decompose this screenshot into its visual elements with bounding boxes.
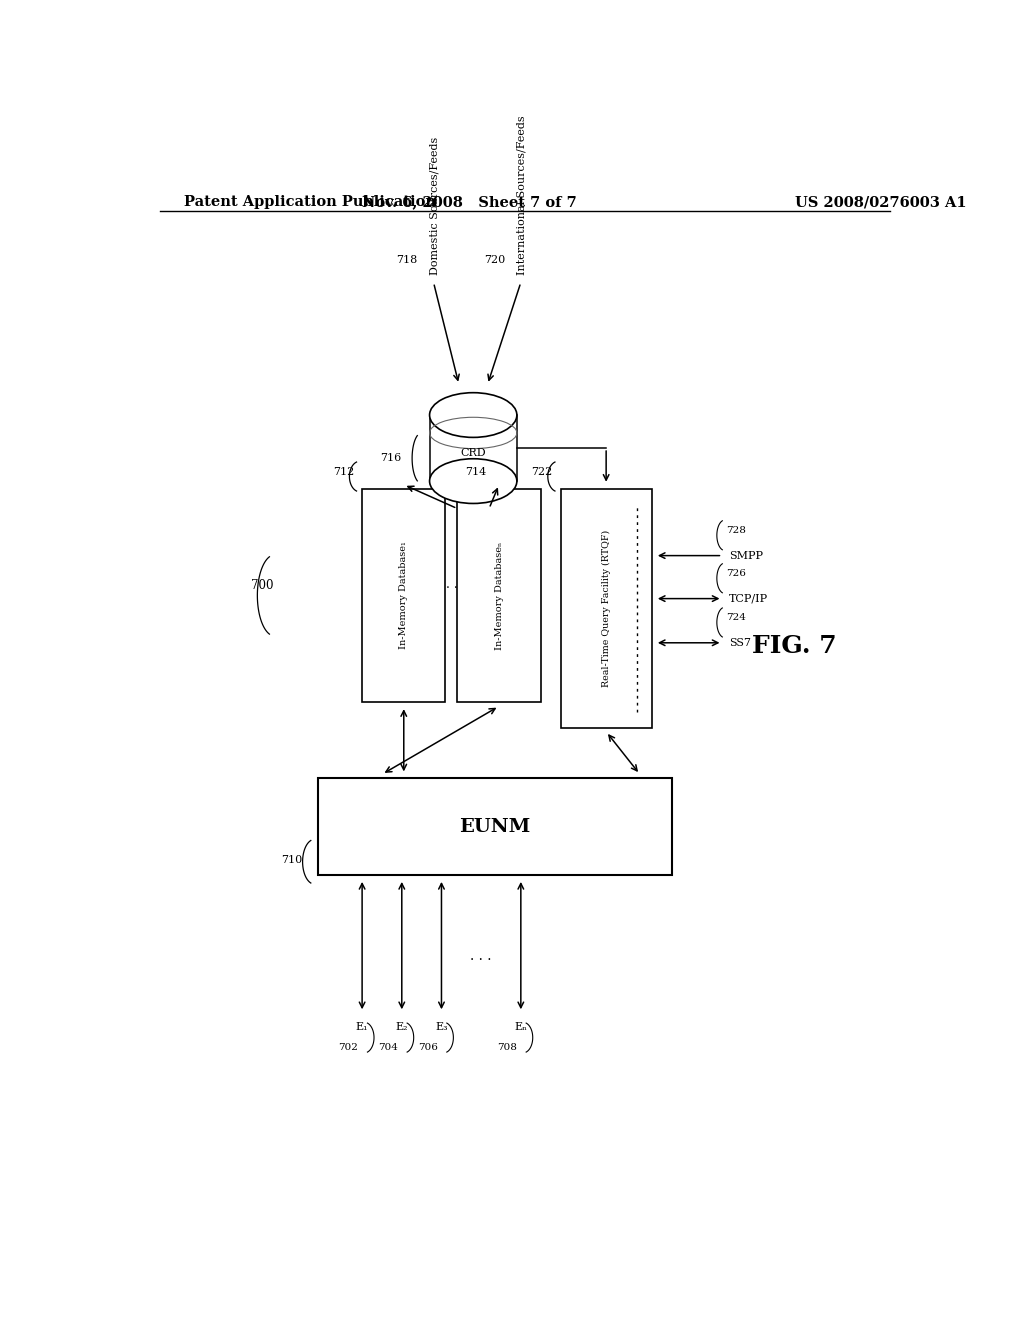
- Text: 710: 710: [282, 855, 303, 865]
- Text: TCP/IP: TCP/IP: [729, 594, 768, 603]
- Ellipse shape: [430, 459, 517, 503]
- FancyBboxPatch shape: [560, 488, 652, 727]
- Text: Patent Application Publication: Patent Application Publication: [183, 195, 435, 209]
- Text: E₂: E₂: [395, 1022, 408, 1032]
- Text: 728: 728: [726, 527, 746, 536]
- Text: 716: 716: [381, 453, 401, 463]
- Text: 706: 706: [418, 1043, 437, 1052]
- Text: International Sources/Feeds: International Sources/Feeds: [517, 116, 527, 276]
- Text: In-Memory Database₁: In-Memory Database₁: [399, 541, 409, 649]
- Text: SS7: SS7: [729, 638, 751, 648]
- Text: US 2008/0276003 A1: US 2008/0276003 A1: [795, 195, 967, 209]
- Text: Nov. 6, 2008   Sheet 7 of 7: Nov. 6, 2008 Sheet 7 of 7: [361, 195, 577, 209]
- Ellipse shape: [430, 392, 517, 437]
- Text: Domestic Sources/Feeds: Domestic Sources/Feeds: [430, 137, 439, 276]
- Text: 708: 708: [497, 1043, 517, 1052]
- Text: 700: 700: [251, 578, 273, 591]
- Text: 722: 722: [531, 466, 553, 477]
- Text: 720: 720: [483, 255, 505, 265]
- Text: E₁: E₁: [356, 1022, 369, 1032]
- Text: 724: 724: [726, 614, 746, 623]
- Text: 704: 704: [378, 1043, 397, 1052]
- FancyBboxPatch shape: [458, 488, 541, 702]
- Text: . .: . .: [445, 578, 458, 591]
- Text: 702: 702: [338, 1043, 358, 1052]
- Text: In-Memory Databaseₙ: In-Memory Databaseₙ: [495, 541, 504, 649]
- Text: 718: 718: [396, 255, 418, 265]
- Text: FIG. 7: FIG. 7: [753, 635, 837, 659]
- Text: 726: 726: [726, 569, 746, 578]
- Text: CRD: CRD: [461, 449, 486, 458]
- Text: Real-Time Query Facility (RTQF): Real-Time Query Facility (RTQF): [601, 529, 610, 686]
- Text: Eₙ: Eₙ: [514, 1022, 527, 1032]
- Text: EUNM: EUNM: [460, 817, 530, 836]
- Text: 714: 714: [465, 466, 486, 477]
- Text: SMPP: SMPP: [729, 550, 763, 561]
- FancyBboxPatch shape: [362, 488, 445, 702]
- Text: E₃: E₃: [435, 1022, 447, 1032]
- FancyBboxPatch shape: [318, 779, 672, 875]
- Text: 712: 712: [333, 466, 354, 477]
- Text: . . .: . . .: [470, 949, 492, 964]
